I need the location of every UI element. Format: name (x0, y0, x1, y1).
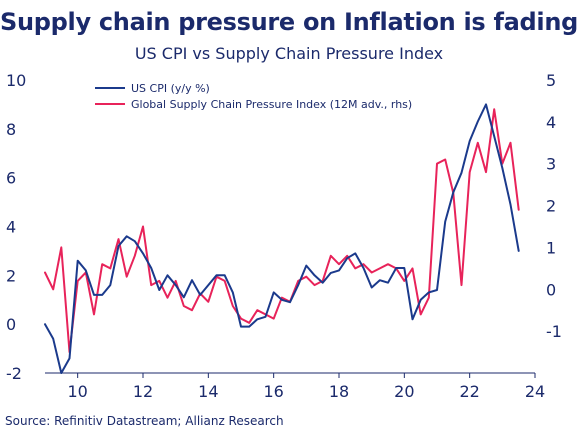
y-left-tick-label: 2 (6, 266, 16, 285)
y-right-tick-label: 0 (546, 280, 556, 299)
x-tick-label: 14 (198, 382, 218, 401)
y-left-tick-label: 8 (6, 120, 16, 139)
legend-label: US CPI (y/y %) (131, 82, 210, 95)
y-left-tick-label: 6 (6, 169, 16, 188)
series-line-gscpi (44, 108, 520, 354)
y-left-tick-label: 0 (6, 315, 16, 334)
source-note: Source: Refinitiv Datastream; Allianz Re… (5, 414, 284, 428)
y-right-tick-label: 5 (546, 71, 556, 90)
legend-label: Global Supply Chain Pressure Index (12M … (131, 98, 412, 111)
series-layer (44, 103, 520, 374)
chart-subtitle: US CPI vs Supply Chain Pressure Index (134, 44, 444, 63)
x-tick-label: 24 (525, 382, 545, 401)
y-right-tick-label: 1 (546, 238, 556, 257)
x-tick-label: 16 (263, 382, 283, 401)
x-tick-label: 20 (394, 382, 414, 401)
series-line-us-cpi (44, 103, 520, 374)
y-left-tick-label: -2 (6, 364, 22, 383)
chart-title: Supply chain pressure on Inflation is fa… (0, 8, 578, 36)
x-tick-label: 18 (329, 382, 349, 401)
y-right-tick-label: -1 (546, 322, 562, 341)
y-right-tick-label: 2 (546, 197, 556, 216)
y-right-tick-label: 3 (546, 155, 556, 174)
y-left-tick-label: 4 (6, 218, 16, 237)
y-right-tick-label: 4 (546, 113, 556, 132)
y-left-tick-label: 10 (6, 71, 26, 90)
x-tick-label: 10 (67, 382, 87, 401)
x-tick-label: 22 (459, 382, 479, 401)
x-tick-label: 12 (133, 382, 153, 401)
legend: US CPI (y/y %) Global Supply Chain Pressu… (95, 82, 412, 111)
